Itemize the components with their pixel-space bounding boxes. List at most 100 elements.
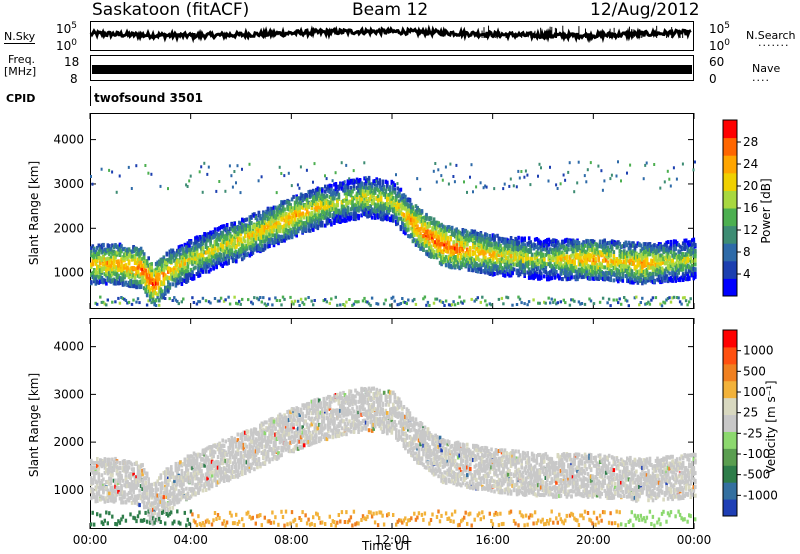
power-cell [349, 207, 353, 212]
power-cell [367, 210, 371, 215]
power-cell [238, 227, 241, 232]
power-cell [301, 221, 304, 226]
power-cell [295, 205, 298, 210]
power-cell [164, 297, 167, 300]
power-cell [186, 262, 190, 266]
power-cell [263, 220, 267, 225]
power-cell [375, 196, 378, 200]
power-cell [423, 295, 427, 299]
power-cell [99, 258, 102, 263]
power-cell [354, 207, 357, 212]
power-cell [330, 187, 333, 192]
power-cell [328, 301, 331, 305]
power-cell [201, 259, 205, 264]
power-cell [108, 168, 111, 172]
power-cell [293, 217, 297, 222]
power-cell [384, 216, 388, 221]
power-cell [231, 259, 235, 264]
power-cell [382, 212, 386, 217]
power-cell [241, 229, 244, 234]
power-cell [304, 227, 307, 232]
power-cell [372, 190, 375, 195]
power-cell [540, 166, 542, 170]
power-cell [109, 278, 113, 283]
power-cell [164, 276, 167, 281]
power-cell [310, 299, 313, 303]
power-cell [154, 291, 158, 296]
power-cell [207, 237, 211, 242]
power-cell [218, 252, 221, 257]
power-cell [493, 272, 496, 276]
power-cell [379, 197, 383, 202]
power-cell [290, 219, 294, 224]
power-cell [358, 178, 362, 182]
power-cell [266, 217, 270, 221]
noise-trace [89, 24, 692, 44]
power-cell [275, 235, 279, 240]
power-cell [352, 169, 355, 173]
power-cell [179, 244, 182, 249]
power-cell [153, 284, 156, 289]
power-cell [299, 196, 303, 201]
power-cell [348, 216, 351, 221]
power-cell [387, 203, 391, 208]
power-cell [158, 298, 161, 303]
power-cell [127, 165, 130, 169]
power-cell [114, 281, 117, 286]
power-cell [537, 265, 540, 270]
power-cell [144, 268, 147, 273]
power-cell [144, 164, 147, 167]
power-cell [340, 206, 344, 211]
power-cell [118, 174, 121, 178]
power-cell [144, 260, 147, 265]
power-cell [189, 276, 193, 280]
power-cell [204, 269, 208, 274]
power-cell [235, 301, 238, 305]
power-cell [490, 303, 493, 307]
power-cell [307, 200, 310, 205]
power-cell [150, 268, 153, 273]
power-cell [233, 229, 236, 234]
power-cell [144, 272, 147, 277]
power-cell [352, 302, 356, 306]
power-cell [123, 282, 126, 287]
power-cell [108, 257, 111, 261]
power-cell [141, 267, 144, 272]
power-cell [289, 205, 292, 210]
power-cell [235, 225, 238, 230]
power-cell [265, 209, 268, 214]
power-cell [183, 266, 187, 271]
power-cell [173, 277, 176, 282]
power-cell [90, 272, 93, 277]
power-cell [123, 297, 126, 301]
power-cell [105, 257, 108, 262]
power-cell [369, 303, 372, 307]
power-cell [262, 225, 265, 230]
power-cell [219, 262, 223, 267]
power-cell [145, 303, 149, 307]
power-cell [308, 189, 312, 194]
power-cell [215, 265, 218, 270]
power-cell [164, 285, 167, 290]
power-cell [93, 258, 96, 263]
power-cell [346, 210, 350, 215]
power-cell [296, 299, 300, 303]
power-cell [281, 206, 285, 211]
power-cell [132, 257, 135, 262]
power-cell [345, 163, 348, 167]
power-cell [435, 180, 438, 184]
power-cell [275, 215, 279, 220]
power-cell [420, 209, 424, 214]
power-cell [147, 299, 150, 303]
power-cell [349, 216, 353, 221]
power-cell [156, 265, 159, 270]
power-cell [327, 188, 330, 193]
power-cell [117, 280, 120, 285]
power-cell [284, 219, 288, 224]
power-cell [177, 248, 181, 253]
power-cell [235, 244, 238, 249]
power-cell [90, 249, 93, 254]
power-cell [337, 219, 341, 224]
xtick-label: 00:00 [73, 533, 108, 547]
power-cell [114, 300, 117, 304]
